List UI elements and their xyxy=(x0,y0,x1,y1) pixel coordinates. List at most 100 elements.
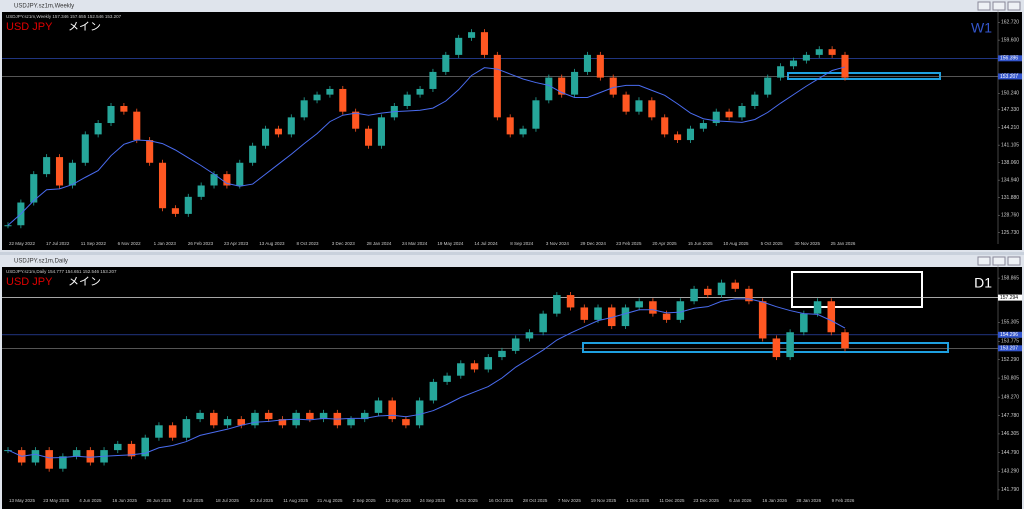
candle xyxy=(251,412,259,426)
candle xyxy=(182,419,191,438)
candle xyxy=(751,94,759,106)
x-tick-label: 2 Sep 2025 xyxy=(353,498,377,503)
timeframe-label: W1 xyxy=(971,20,992,36)
candle xyxy=(594,307,602,320)
y-tick-label: 128.760 xyxy=(1001,213,1019,219)
x-tick-label: 6 Nov 2022 xyxy=(118,241,142,246)
candle xyxy=(841,332,849,349)
candle xyxy=(443,375,451,382)
y-tick-label: 158.865 xyxy=(1001,275,1019,281)
x-tick-label: 30 Jul 2025 xyxy=(250,498,274,503)
y-tick-label: 162.720 xyxy=(1001,20,1019,26)
candle xyxy=(815,49,823,55)
y-tick-label: 125.730 xyxy=(1001,230,1019,236)
candle xyxy=(674,134,682,141)
candle xyxy=(621,307,630,327)
x-tick-label: 28 Oct 2025 xyxy=(523,498,548,503)
x-tick-label: 13 May 2025 xyxy=(9,498,36,503)
candle xyxy=(558,77,566,95)
candle xyxy=(415,400,424,426)
close-button[interactable] xyxy=(1007,256,1021,266)
candle xyxy=(676,301,685,320)
x-tick-label: 11 Sep 2022 xyxy=(81,241,107,246)
candle xyxy=(347,419,355,426)
candle xyxy=(55,157,64,186)
price-tag xyxy=(998,345,1022,352)
x-tick-label: 1 Dec 2025 xyxy=(626,498,650,503)
candle xyxy=(313,94,321,101)
candle xyxy=(416,88,424,95)
candle xyxy=(45,450,53,469)
candle xyxy=(841,54,849,78)
price-tag-label: 154.296 xyxy=(1000,332,1018,338)
window-buttons[interactable] xyxy=(977,1,1021,266)
maximize-button[interactable] xyxy=(992,256,1006,266)
y-tick-label: 143.290 xyxy=(1001,469,1019,475)
price-tag-label: 153.207 xyxy=(1000,74,1018,80)
candle xyxy=(596,54,604,78)
price-tag xyxy=(998,55,1022,62)
candle xyxy=(360,412,369,420)
candle xyxy=(712,111,720,124)
y-tick-label: 147.330 xyxy=(1001,107,1019,113)
x-tick-label: 23 Apr 2023 xyxy=(224,241,249,246)
candle xyxy=(699,123,707,129)
candle xyxy=(223,419,232,426)
candle xyxy=(319,412,328,420)
x-tick-label: 9 Feb 2026 xyxy=(832,498,855,503)
candle xyxy=(789,60,798,67)
x-tick-label: 11 Dec 2025 xyxy=(659,498,685,503)
y-tick-label: 146.305 xyxy=(1001,431,1019,437)
candle xyxy=(827,301,836,333)
x-tick-label: 19 May 2024 xyxy=(437,241,464,246)
candle xyxy=(249,145,257,163)
x-tick-label: 29 Dec 2024 xyxy=(580,241,606,246)
candle xyxy=(30,174,38,203)
candle xyxy=(704,288,712,296)
candle xyxy=(468,32,476,38)
y-tick-label: 138.060 xyxy=(1001,160,1019,166)
candle xyxy=(223,174,231,186)
candle xyxy=(661,117,669,135)
candle xyxy=(326,88,334,95)
candle xyxy=(236,162,244,186)
candle xyxy=(731,282,740,289)
x-tick-label: 18 Jul 2025 xyxy=(216,498,240,503)
candle xyxy=(532,100,540,129)
candle xyxy=(539,313,547,333)
x-tick-label: 28 Jan 2024 xyxy=(367,241,392,246)
candle xyxy=(196,412,204,420)
candle xyxy=(484,357,493,370)
x-tick-label: 25 Jan 2026 xyxy=(831,241,856,246)
candle xyxy=(274,128,282,135)
candle xyxy=(786,332,794,358)
candle xyxy=(402,419,410,426)
x-tick-label: 10 Aug 2025 xyxy=(723,241,749,246)
candle xyxy=(583,54,592,72)
zone-box xyxy=(787,72,941,80)
y-tick-label: 153.775 xyxy=(1001,339,1019,345)
candle xyxy=(141,437,149,457)
minimize-button[interactable] xyxy=(977,1,991,11)
price-tag xyxy=(998,294,1022,301)
candle xyxy=(745,288,753,302)
x-tick-label: 14 Jul 2024 xyxy=(474,241,498,246)
candle xyxy=(800,313,808,333)
x-tick-label: 12 Sep 2025 xyxy=(386,498,412,503)
mode-label: メイン xyxy=(68,21,101,33)
candle xyxy=(68,162,76,186)
candle xyxy=(133,111,141,141)
candle xyxy=(72,450,81,457)
candle xyxy=(158,162,167,209)
candle xyxy=(813,301,822,314)
candle xyxy=(120,105,128,112)
candle xyxy=(566,295,575,308)
maximize-button[interactable] xyxy=(992,1,1006,11)
x-tick-label: 30 Nov 2025 xyxy=(795,241,821,246)
candle xyxy=(171,208,179,214)
candle xyxy=(94,123,102,135)
minimize-button[interactable] xyxy=(977,256,991,266)
candle xyxy=(635,301,643,308)
close-button[interactable] xyxy=(1007,1,1021,11)
candle xyxy=(300,100,308,118)
